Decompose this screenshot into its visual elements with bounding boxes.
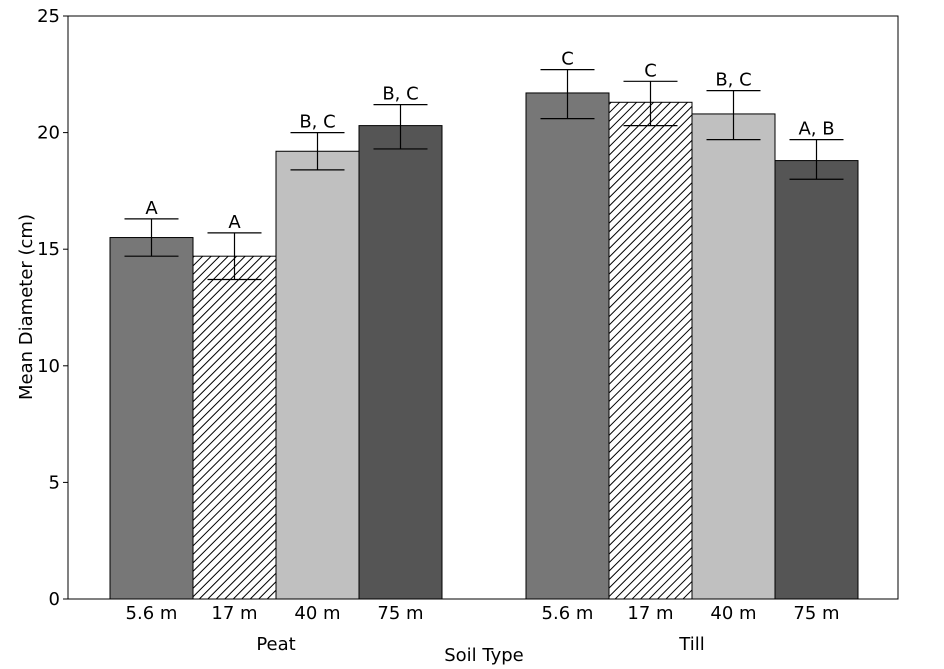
y-tick-label: 10 [37, 356, 60, 377]
bars-layer: A A B, C B, C C C B, C A, B [109, 49, 859, 600]
y-tick-label: 20 [37, 123, 60, 144]
y-tick-label: 15 [37, 239, 60, 260]
x-tick-label: 40 m [294, 603, 340, 624]
x-tick-label: 17 m [627, 603, 673, 624]
x-tick-label: 5.6 m [126, 603, 178, 624]
bar [358, 125, 443, 600]
significance-label: A [145, 198, 158, 219]
x-tick-label: 17 m [211, 603, 257, 624]
significance-label: B, C [715, 70, 751, 91]
y-tick-label: 0 [49, 589, 60, 610]
bar [525, 92, 610, 600]
y-axis-title: Mean Diameter (cm) [16, 214, 37, 400]
bar [691, 113, 776, 600]
x-axis-labels: 5.6 m 17 m 40 m 75 m Peat 5.6 m 17 m 40 m 75 m Ti… [126, 603, 840, 655]
x-axis-title: Soil Type [444, 645, 524, 666]
y-tick-label: 5 [49, 472, 60, 493]
bar [774, 160, 859, 600]
bar [109, 237, 194, 600]
x-tick-label: 75 m [377, 603, 423, 624]
significance-label: A, B [798, 119, 834, 140]
significance-label: C [644, 60, 657, 81]
significance-label: C [561, 49, 574, 70]
significance-label: B, C [382, 84, 418, 105]
bar [275, 150, 360, 600]
x-tick-label: 75 m [793, 603, 839, 624]
bar [192, 255, 277, 600]
bar [608, 101, 693, 600]
group-label: Till [678, 634, 704, 655]
x-tick-label: 40 m [710, 603, 756, 624]
group-label: Peat [256, 634, 295, 655]
significance-label: B, C [299, 112, 335, 133]
x-tick-label: 5.6 m [542, 603, 594, 624]
y-axis: 0 5 10 15 20 25 [37, 6, 68, 610]
significance-label: A [228, 212, 241, 233]
y-tick-label: 25 [37, 6, 60, 27]
